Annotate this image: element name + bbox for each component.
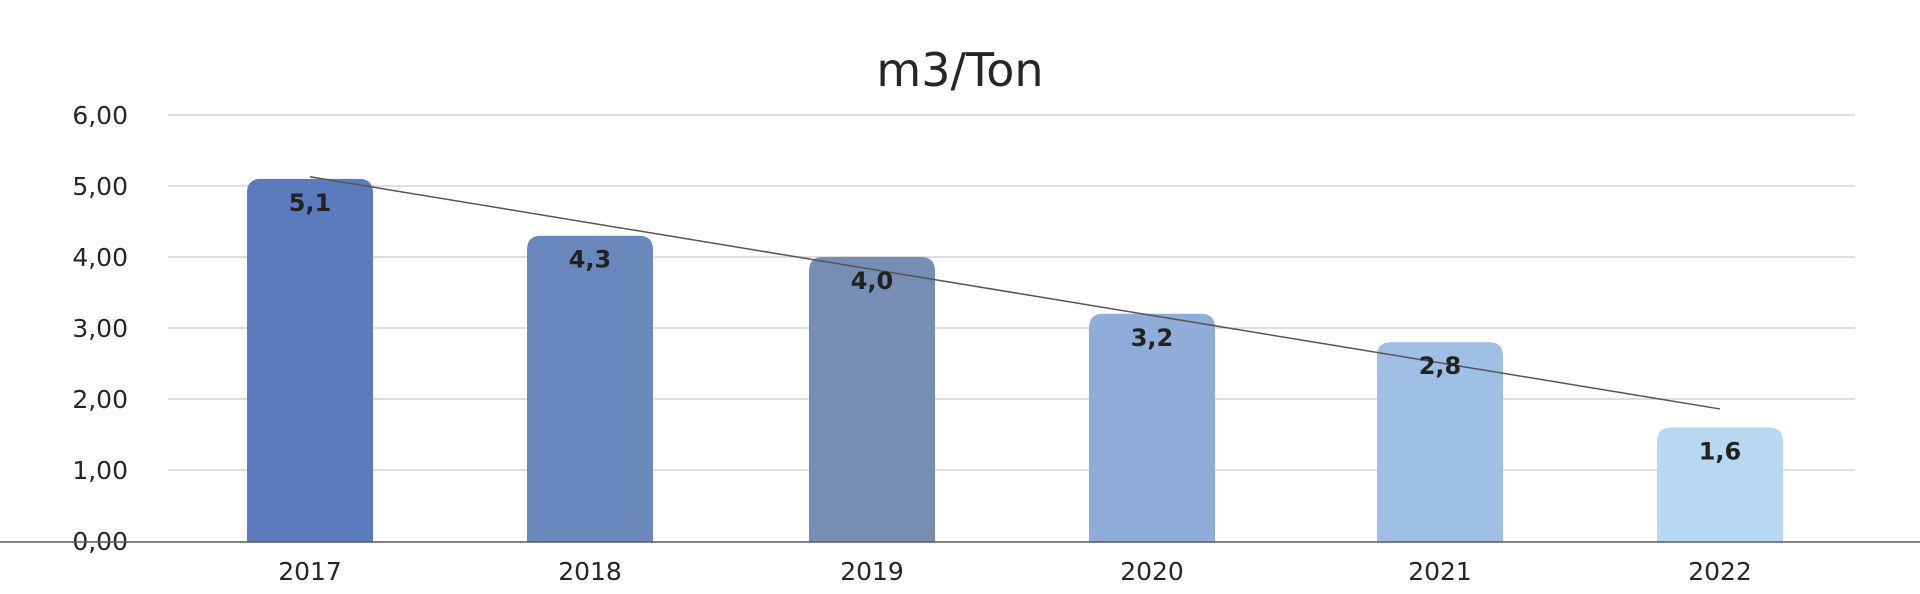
bar-2022 (1657, 427, 1783, 542)
y-tick-label: 1,00 (72, 456, 128, 485)
x-axis-ticks: 2017 2018 2019 2020 2021 2022 (278, 557, 1752, 586)
x-tick-label: 2017 (278, 557, 342, 586)
data-label: 4,0 (851, 267, 894, 295)
bar-2021 (1377, 342, 1503, 542)
y-tick-label: 6,00 (72, 101, 128, 130)
bar-2018 (527, 235, 653, 542)
trendline-layer (309, 176, 1721, 410)
x-tick-label: 2018 (558, 557, 622, 586)
y-tick-label: 5,00 (72, 172, 128, 201)
data-labels: 5,1 4,3 4,0 3,2 2,8 1,6 (289, 189, 1742, 466)
bar-2020 (1089, 313, 1215, 542)
data-label: 1,6 (1699, 437, 1742, 465)
gridlines (168, 114, 1855, 471)
y-tick-label: 4,00 (72, 243, 128, 272)
data-label: 5,1 (289, 189, 332, 217)
y-axis-ticks: 0,001,002,003,004,005,006,00 (72, 101, 128, 556)
data-label: 3,2 (1131, 324, 1174, 352)
x-tick-label: 2019 (840, 557, 904, 586)
bars (247, 178, 1783, 542)
trendline (309, 176, 1721, 410)
x-tick-label: 2021 (1408, 557, 1472, 586)
x-tick-label: 2022 (1688, 557, 1752, 586)
chart-title: m3/Ton (876, 43, 1043, 97)
bar-2017 (247, 178, 373, 542)
data-label: 2,8 (1419, 352, 1462, 380)
bar-2019 (809, 257, 935, 542)
x-tick-label: 2020 (1120, 557, 1184, 586)
y-tick-label: 2,00 (72, 385, 128, 414)
y-tick-label: 3,00 (72, 314, 128, 343)
data-label: 4,3 (569, 246, 612, 274)
